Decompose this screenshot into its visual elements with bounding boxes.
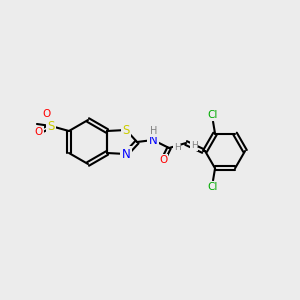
Text: S: S <box>122 124 130 136</box>
Text: O: O <box>159 155 167 165</box>
Text: N: N <box>122 148 130 160</box>
Text: Cl: Cl <box>208 182 218 192</box>
Text: S: S <box>47 119 55 133</box>
Text: Cl: Cl <box>208 110 218 120</box>
Text: O: O <box>43 109 51 119</box>
Text: O: O <box>35 127 43 137</box>
Text: N: N <box>149 134 158 146</box>
Text: H: H <box>150 126 158 136</box>
Text: H: H <box>174 142 180 152</box>
Text: H: H <box>191 142 197 151</box>
